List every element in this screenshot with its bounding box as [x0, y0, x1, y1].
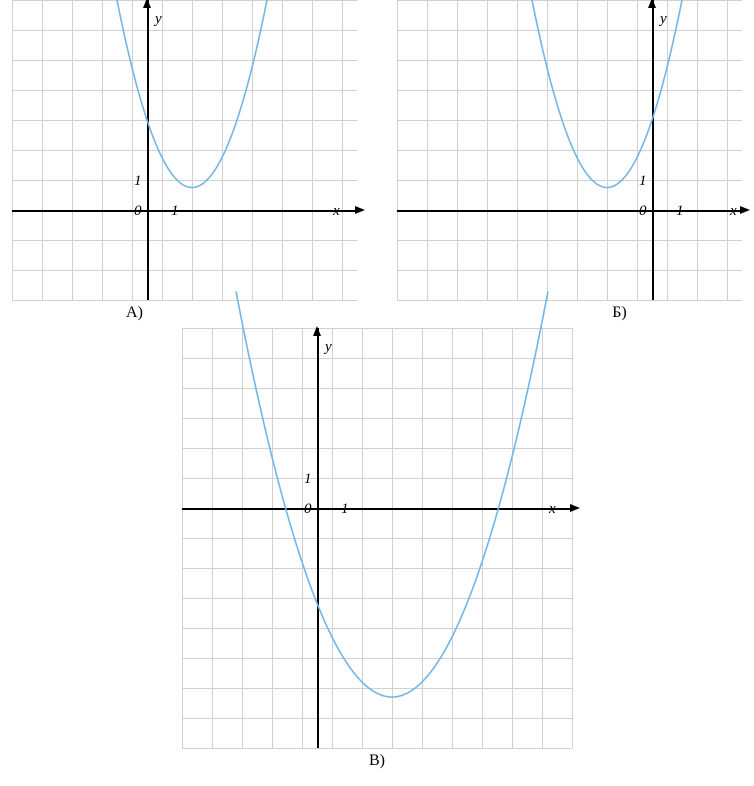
y-axis-arrow	[143, 0, 151, 8]
plot-area: y x 1 0 1	[12, 0, 357, 300]
y-axis	[317, 328, 319, 748]
panel-A: y x 1 0 1	[12, 0, 357, 300]
x-axis	[182, 508, 572, 510]
axis-label-one_y: 1	[134, 174, 142, 189]
grid-h	[182, 688, 572, 689]
y-axis-arrow	[313, 326, 321, 336]
grid-h	[182, 538, 572, 539]
grid-h	[397, 120, 742, 121]
grid-h	[12, 30, 357, 31]
caption-c: В)	[369, 752, 385, 770]
y-axis-arrow	[648, 0, 656, 8]
y-axis	[652, 0, 654, 300]
grid-h	[397, 270, 742, 271]
x-axis-arrow	[355, 206, 365, 214]
caption-b: Б)	[612, 304, 627, 322]
grid-h	[182, 478, 572, 479]
grid-h	[182, 448, 572, 449]
grid-h	[397, 60, 742, 61]
axis-label-y: y	[325, 340, 332, 355]
axis-label-zero: 0	[134, 204, 142, 219]
grid-h	[12, 60, 357, 61]
panel-B: y x 1 0 1	[397, 0, 742, 300]
plot-area: y x 1 0 1	[397, 0, 742, 300]
grid-h	[182, 418, 572, 419]
x-axis-arrow	[570, 504, 580, 512]
grid-h	[12, 180, 357, 181]
grid-h	[12, 270, 357, 271]
grid-h	[182, 568, 572, 569]
grid-h	[182, 718, 572, 719]
panel-C: y x 1 0 1	[182, 328, 572, 748]
grid-h	[12, 300, 357, 301]
x-axis	[12, 210, 357, 212]
axis-label-x: x	[333, 204, 340, 219]
x-axis	[397, 210, 742, 212]
axis-label-x: x	[549, 502, 556, 517]
axis-label-y: y	[155, 12, 162, 27]
grid-h	[182, 328, 572, 329]
grid-h	[182, 388, 572, 389]
grid-h	[12, 150, 357, 151]
grid-h	[182, 358, 572, 359]
row-bottom: y x 1 0 1 В)	[0, 328, 754, 770]
grid-h	[397, 300, 742, 301]
axis-label-one_x: 1	[171, 204, 179, 219]
grid-h	[182, 598, 572, 599]
axis-label-y: y	[660, 12, 667, 27]
plot-area: y x 1 0 1	[182, 328, 572, 748]
caption-a: А)	[126, 304, 143, 322]
grid-h	[12, 0, 357, 1]
axis-label-one_y: 1	[304, 472, 312, 487]
row-top: y x 1 0 1 А) y x 1 0 1 Б)	[0, 0, 754, 322]
axis-label-zero: 0	[639, 204, 647, 219]
grid-h	[397, 240, 742, 241]
grid-h	[12, 240, 357, 241]
grid-h	[397, 30, 742, 31]
axis-label-one_y: 1	[639, 174, 647, 189]
x-axis-arrow	[740, 206, 750, 214]
grid-h	[397, 150, 742, 151]
grid-h	[182, 748, 572, 749]
y-axis	[147, 0, 149, 300]
grid-h	[12, 90, 357, 91]
axis-label-one_x: 1	[341, 502, 349, 517]
grid-h	[397, 0, 742, 1]
grid-h	[397, 90, 742, 91]
grid-h	[12, 120, 357, 121]
axis-label-x: x	[730, 204, 737, 219]
axis-label-one_x: 1	[676, 204, 684, 219]
axis-label-zero: 0	[304, 502, 312, 517]
grid-h	[182, 628, 572, 629]
grid-h	[397, 180, 742, 181]
grid-v	[572, 328, 573, 748]
grid-h	[182, 658, 572, 659]
